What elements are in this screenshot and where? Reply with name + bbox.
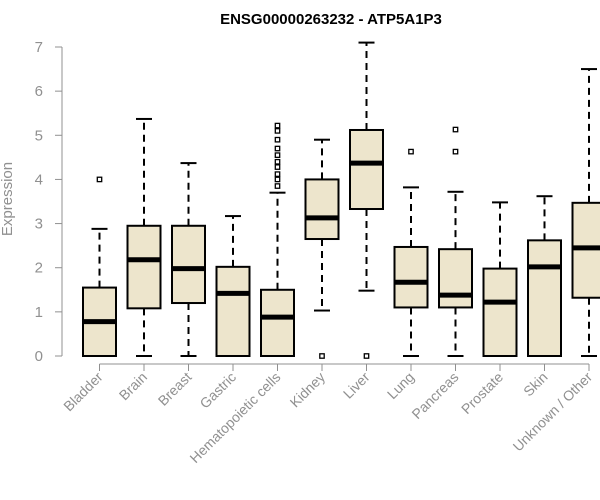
outlier-point (452, 126, 459, 133)
chart-title: ENSG00000263232 - ATP5A1P3 (220, 11, 442, 28)
y-tick-label: 1 (35, 304, 43, 321)
box-rect (527, 239, 562, 358)
box-rect (215, 265, 251, 357)
x-tick-label: Brain (116, 369, 150, 403)
x-tick-label: Bladder (60, 369, 106, 415)
x-tick-label: Skin (520, 369, 551, 400)
box-rect (304, 178, 340, 241)
outlier-point (274, 183, 281, 189)
box-bladder (82, 176, 117, 358)
box-lung (393, 148, 429, 357)
box-pancreas (438, 126, 473, 357)
box-rect (393, 245, 429, 309)
x-tick-label: Gastric (196, 369, 239, 412)
box-rect (171, 224, 206, 305)
x-tick-label: Unknown / Other (510, 369, 596, 455)
y-tick-label: 3 (35, 216, 43, 233)
box-skin (527, 195, 562, 358)
outlier-point (452, 148, 459, 155)
x-tick-label: Kidney (287, 369, 329, 411)
box-rect (482, 267, 518, 357)
outlier-point (274, 158, 281, 165)
outlier-point (274, 128, 281, 134)
outlier-point (274, 171, 281, 177)
x-tick-label: Lung (384, 369, 417, 402)
y-tick-label: 4 (35, 171, 43, 188)
outlier-point (274, 164, 281, 170)
outlier-point (96, 176, 103, 183)
box-kidney (304, 138, 340, 359)
x-tick-label: Prostate (458, 369, 506, 417)
y-tick-label: 7 (35, 39, 43, 56)
x-tick-label: Pancreas (408, 369, 461, 422)
box-rect (349, 128, 384, 211)
outlier-point (274, 136, 281, 143)
box-rect (126, 224, 162, 310)
outlier-point (363, 353, 370, 359)
box-gastric (215, 215, 251, 357)
box-hematopoietic-cells (260, 122, 295, 357)
outlier-point (274, 176, 281, 183)
outlier-point (274, 152, 281, 158)
box-rect (260, 288, 295, 357)
x-tick-label: Breast (155, 369, 195, 409)
axes: 0 1 2 3 4 5 6 7 (35, 39, 590, 371)
box-unknown-other (571, 68, 600, 357)
box-rect (438, 248, 473, 309)
outlier-point (408, 148, 414, 155)
box-prostate (482, 201, 518, 357)
outlier-point (319, 353, 325, 359)
boxes (82, 41, 600, 359)
y-tick-label: 2 (35, 260, 43, 277)
y-tick-label: 5 (35, 127, 43, 144)
y-tick-label: 6 (35, 83, 43, 100)
outlier-point (274, 122, 281, 129)
outlier-point (274, 145, 281, 152)
x-tick-label: Liver (340, 369, 373, 402)
y-axis-label: Expression (0, 162, 16, 236)
box-breast (171, 162, 206, 357)
box-liver (349, 41, 384, 359)
y-tick-label: 0 (35, 348, 43, 365)
box-brain (126, 117, 162, 357)
